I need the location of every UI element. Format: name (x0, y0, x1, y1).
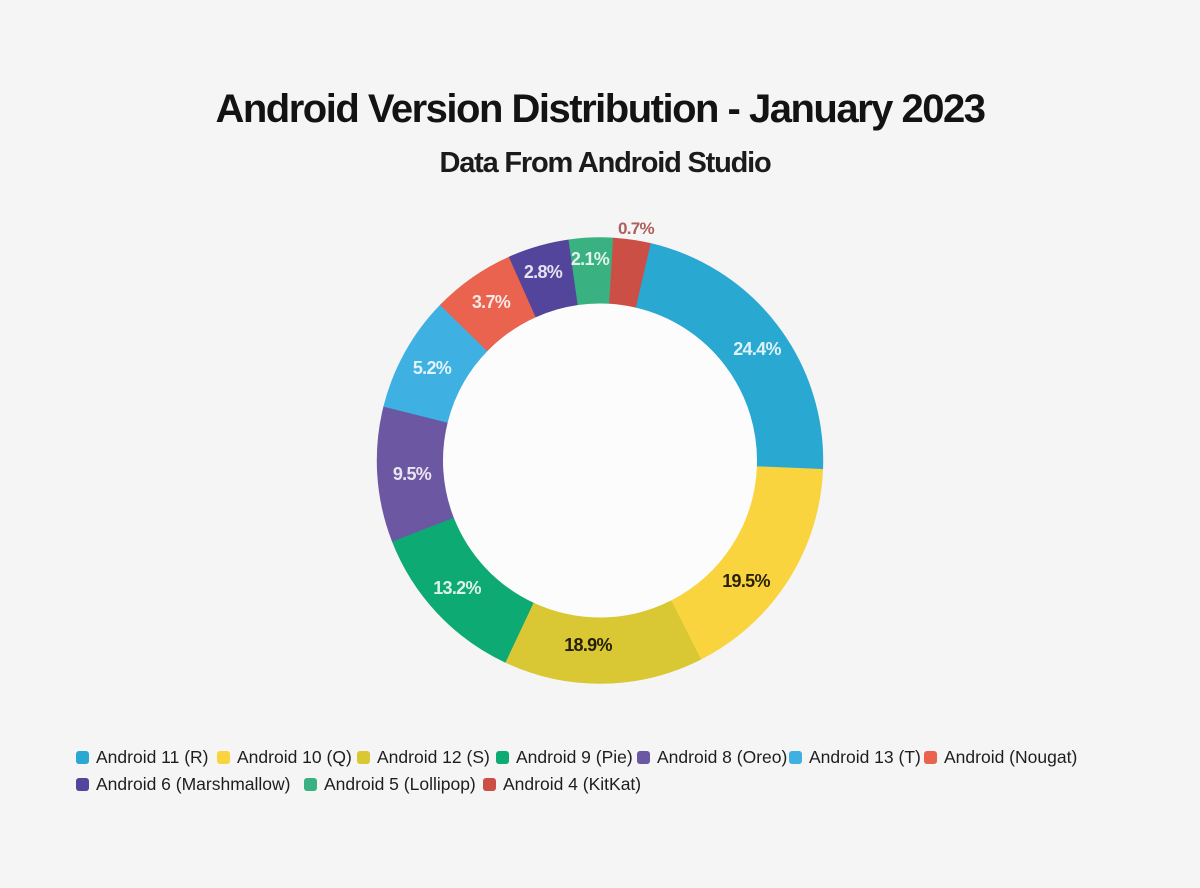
svg-text:3.7%: 3.7% (472, 292, 511, 312)
svg-text:9.5%: 9.5% (393, 464, 432, 484)
svg-text:2.8%: 2.8% (524, 262, 563, 282)
svg-text:2.1%: 2.1% (571, 249, 610, 269)
svg-text:24.4%: 24.4% (733, 339, 781, 359)
svg-text:19.5%: 19.5% (722, 571, 770, 591)
svg-text:0.7%: 0.7% (618, 219, 655, 238)
svg-text:5.2%: 5.2% (413, 358, 452, 378)
svg-text:18.9%: 18.9% (564, 635, 612, 655)
svg-text:13.2%: 13.2% (433, 578, 481, 598)
